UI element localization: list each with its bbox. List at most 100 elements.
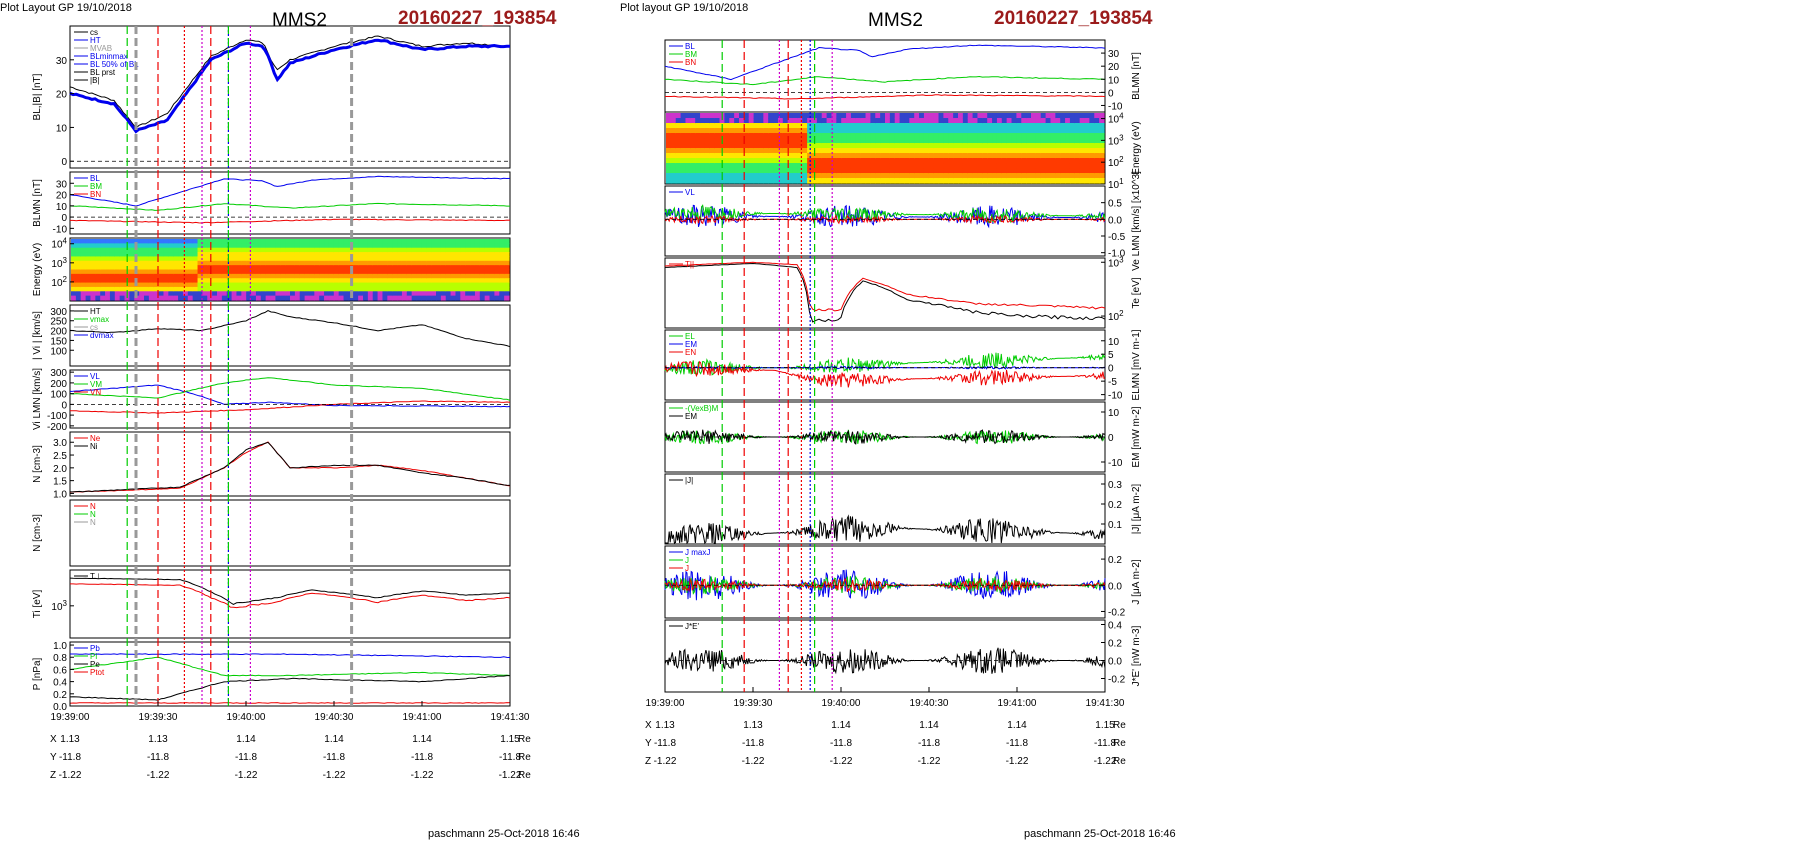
- spectrogram-cell: [207, 269, 213, 275]
- spectrogram-cell: [938, 143, 944, 149]
- spectrogram-cell: [855, 143, 862, 149]
- spectrogram-cell: [992, 153, 998, 159]
- legend-entry: N: [90, 502, 96, 511]
- spectrogram-cell: [938, 173, 944, 179]
- spectrogram-cell: [1084, 138, 1090, 144]
- spectrogram-cell: [353, 295, 359, 301]
- spectrogram-cell: [666, 163, 672, 169]
- spectrogram-cell: [1045, 133, 1052, 139]
- spectrogram-cell: [1094, 133, 1100, 139]
- spectrogram-cell: [700, 118, 706, 124]
- spectrogram-cell: [967, 138, 974, 144]
- spectrogram-cell: [1021, 173, 1027, 179]
- spectrogram-cell: [996, 163, 1003, 169]
- spectrogram-cell: [919, 118, 925, 124]
- spectrogram-cell: [71, 278, 77, 284]
- spectrogram-cell: [80, 269, 87, 275]
- spectrogram-cell: [953, 113, 959, 119]
- spectrogram-cell: [494, 269, 500, 275]
- spectrogram-cell: [236, 282, 242, 288]
- spectrogram-cell: [865, 128, 871, 134]
- spectrogram-cell: [763, 118, 769, 124]
- spectrogram-cell: [251, 252, 257, 258]
- spectrogram-cell: [996, 158, 1003, 164]
- spectrogram-cell: [948, 178, 954, 184]
- spectrogram-cell: [1001, 148, 1008, 154]
- spectrogram-cell: [1084, 113, 1090, 119]
- spectrogram-cell: [982, 113, 988, 119]
- spectrogram-cell: [197, 295, 203, 301]
- spectrogram-cell: [319, 256, 325, 262]
- spectrogram-cell: [816, 153, 823, 159]
- spectrogram-cell: [148, 260, 155, 266]
- spectrogram-cell: [299, 295, 306, 301]
- spectrogram-cell: [1040, 153, 1047, 159]
- spectrogram-cell: [773, 178, 779, 184]
- y-tick-label: 1.0: [53, 641, 67, 652]
- spectrogram-cell: [1055, 113, 1061, 119]
- spectrogram-cell: [1094, 113, 1100, 119]
- spectrogram-cell: [1055, 168, 1061, 174]
- spectrogram-cell: [768, 148, 774, 154]
- legend-entry: N: [90, 510, 96, 519]
- spectrogram-cell: [1011, 153, 1017, 159]
- spectrogram-cell: [95, 256, 101, 262]
- spectrogram-cell: [484, 256, 491, 262]
- spectrogram-cell: [904, 173, 910, 179]
- spectrogram-cell: [1050, 148, 1056, 154]
- spectrogram-cell: [377, 265, 384, 271]
- spectrogram-cell: [773, 173, 779, 179]
- spectrogram-cell: [972, 168, 979, 174]
- spectrogram-cell: [148, 239, 155, 244]
- spectrogram-cell: [1074, 173, 1081, 179]
- series-Ptot: [70, 653, 511, 658]
- spectrogram-cell: [241, 239, 247, 244]
- spectrogram-cell: [923, 123, 930, 129]
- spectrogram-cell: [465, 252, 471, 258]
- spectrogram-cell: [1055, 128, 1061, 134]
- spectrogram-cell: [777, 148, 784, 154]
- spectrogram-cell: [304, 252, 311, 258]
- spectrogram-cell: [134, 286, 140, 292]
- spectrogram-cell: [709, 118, 716, 124]
- spectrogram-cell: [904, 168, 910, 174]
- spectrogram-cell: [358, 260, 364, 266]
- spectrogram-cell: [938, 178, 944, 184]
- spectrogram-cell: [212, 256, 218, 262]
- spectrogram-cell: [831, 128, 837, 134]
- spectrogram-cell: [207, 282, 213, 288]
- spectrogram-cell: [919, 168, 925, 174]
- spectrogram-cell: [992, 173, 998, 179]
- spectrogram-cell: [319, 291, 325, 297]
- spectrogram-cell: [690, 178, 696, 184]
- spectrogram-cell: [367, 256, 374, 262]
- spectrogram-cell: [1079, 128, 1086, 134]
- spectrogram-cell: [236, 273, 242, 279]
- spectrogram-cell: [187, 291, 194, 297]
- spectrogram-cell: [773, 143, 779, 149]
- spectrogram-cell: [285, 269, 291, 275]
- spectrogram-cell: [85, 278, 92, 284]
- spectrogram-cell: [850, 168, 857, 174]
- spectrogram-cell: [231, 291, 238, 297]
- spectrogram-cell: [231, 256, 238, 262]
- y-tick-label: 3.0: [53, 438, 67, 449]
- spectrogram-cell: [460, 247, 466, 253]
- spectrogram-cell: [850, 113, 857, 119]
- spectrogram-cell: [773, 158, 779, 164]
- spectrogram-cell: [474, 260, 481, 266]
- spectrogram-cell: [972, 153, 979, 159]
- spectrogram-cell: [251, 260, 257, 266]
- spectrogram-cell: [797, 133, 803, 139]
- y-axis-label: J*E' [nW m-3]: [1131, 625, 1142, 686]
- spectrogram-cell: [304, 269, 311, 275]
- spectrogram-cell: [914, 113, 920, 119]
- spectrogram-cell: [100, 247, 106, 253]
- spectrogram-cell: [182, 295, 189, 301]
- spectrogram-cell: [919, 148, 925, 154]
- spectrogram-cell: [919, 178, 925, 184]
- spectrogram-cell: [226, 256, 233, 262]
- spectrogram-cell: [1060, 178, 1066, 184]
- spectrogram-cell: [768, 123, 774, 129]
- spectrogram-cell: [875, 123, 881, 129]
